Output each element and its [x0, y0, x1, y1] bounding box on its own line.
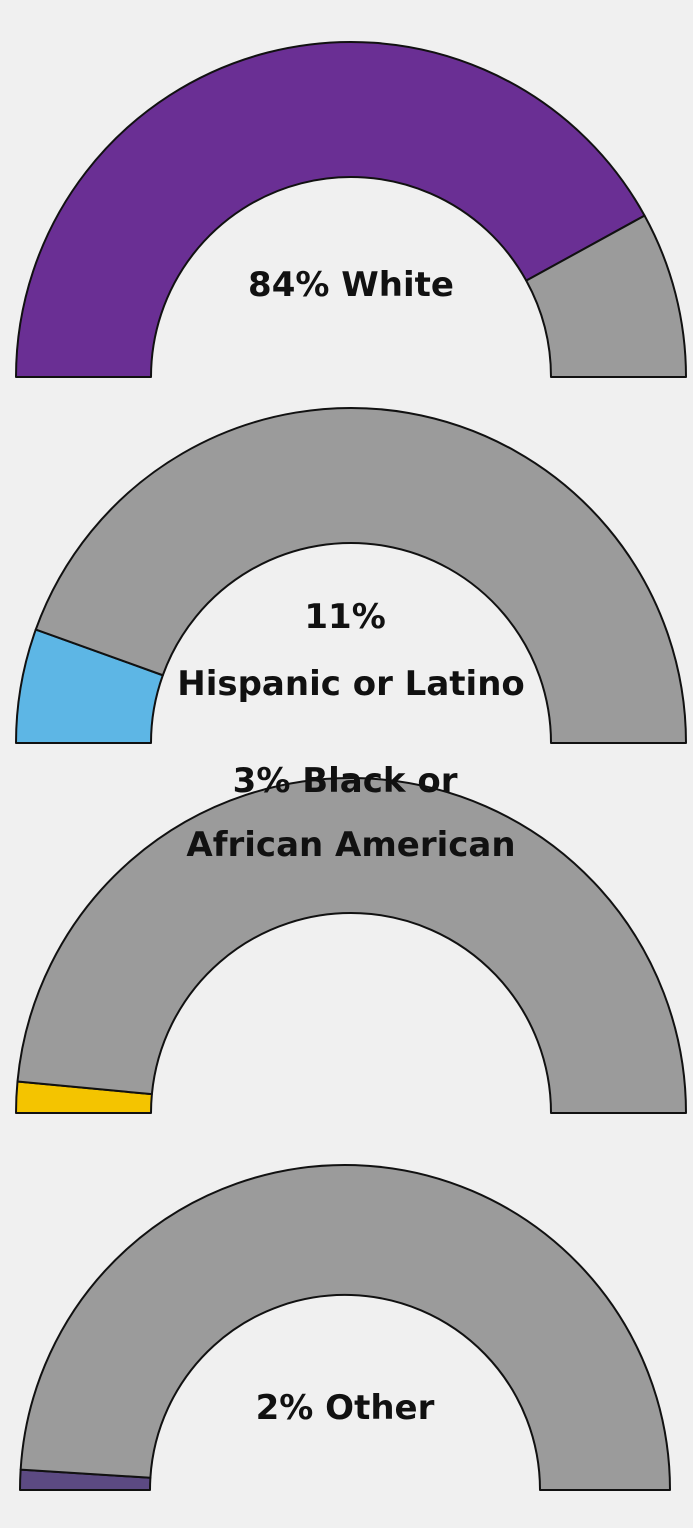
gauge-white-label: 84% White: [248, 265, 454, 305]
gauge-black-remainder-arc: [16, 777, 687, 1114]
gauge-hispanic-label: 11% Hispanic or Latino: [177, 597, 525, 704]
gauge-white-remainder-arc: [525, 214, 687, 378]
gauge-other: 2% Other: [18, 1163, 671, 1491]
gauge-white: 84% White: [15, 41, 687, 378]
gauge-black: 3% Black or African American: [15, 761, 687, 1114]
gauge-white-label-line-1: 84% White: [248, 265, 454, 305]
gauge-hispanic: 11% Hispanic or Latino: [15, 406, 687, 744]
gauge-hispanic-remainder-arc: [34, 406, 687, 744]
gauge-other-label-line-1: 2% Other: [256, 1388, 435, 1428]
gauge-hispanic-label-line-1: 11%: [304, 597, 385, 637]
gauge-white-filled-arc: [15, 41, 646, 378]
gauge-other-remainder-arc: [19, 1163, 671, 1491]
gauge-black-label-line-1: 3% Black or: [233, 761, 458, 801]
gauge-hispanic-label-line-2: Hispanic or Latino: [177, 664, 525, 704]
gauge-black-label-line-2: African American: [186, 825, 515, 865]
gauge-black-label: 3% Black or African American: [186, 761, 515, 865]
gauge-other-label: 2% Other: [256, 1388, 435, 1428]
